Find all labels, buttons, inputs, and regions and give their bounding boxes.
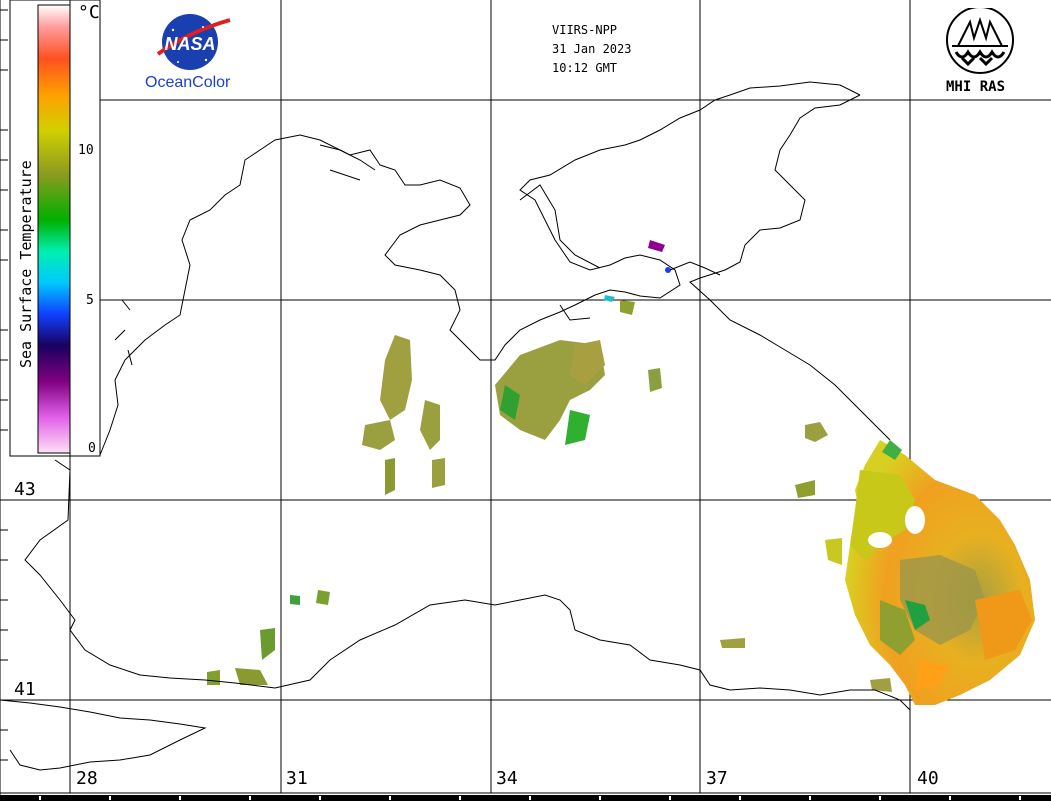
nasa-meatball-icon: NASA	[156, 14, 231, 70]
lon-label-34: 34	[496, 768, 518, 789]
lon-label-37: 37	[706, 768, 728, 789]
border-ticks	[0, 0, 8, 801]
legend-tick-0: 0	[88, 441, 96, 456]
mhi-label: MHI RAS	[946, 79, 1006, 95]
legend-title-box: Sea Surface Temperature	[17, 160, 35, 368]
lat-label-43: 43	[14, 479, 36, 500]
lat-label-41: 41	[14, 679, 36, 700]
oceancolor-label: OceanColor	[145, 74, 231, 91]
mhi-ras-logo: MHI RAS	[940, 6, 1024, 100]
lon-label-28: 28	[76, 768, 98, 789]
sst-east-warm-region	[845, 440, 1035, 705]
unit-label: °C	[78, 2, 100, 23]
coastline	[0, 81, 911, 771]
satellite-label: VIIRS-NPP	[552, 23, 618, 37]
legend-tick-5: 5	[86, 293, 94, 308]
date-label: 31 Jan 2023	[552, 42, 632, 56]
nasa-logo: NASA OceanColor	[145, 12, 238, 94]
lon-label-40: 40	[917, 768, 939, 789]
legend-tick-10: 10	[78, 143, 94, 158]
time-label: 10:12 GMT	[552, 61, 618, 75]
legend-title: Sea Surface Temperature	[17, 160, 35, 368]
legend-colorbar	[9, 0, 101, 457]
image-info: VIIRS-NPP 31 Jan 2023 10:12 GMT	[552, 21, 631, 78]
mhi-emblem-icon	[946, 6, 1014, 74]
sst-central-patches	[207, 240, 892, 692]
svg-text:NASA: NASA	[164, 34, 215, 54]
lon-label-31: 31	[286, 768, 308, 789]
